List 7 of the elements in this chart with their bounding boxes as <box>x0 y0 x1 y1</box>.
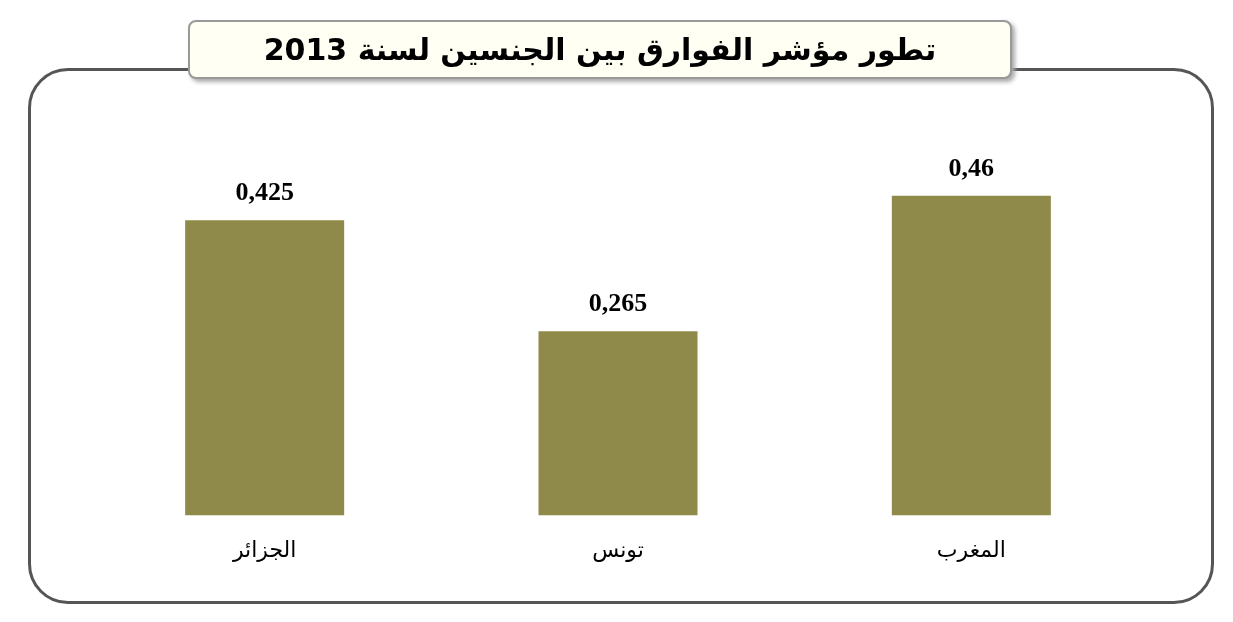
data-label: 0,425 <box>235 176 294 206</box>
x-tick-label: تونس <box>592 536 644 563</box>
x-tick-label: الجزائر <box>231 536 297 562</box>
data-label: 0,265 <box>588 288 648 318</box>
x-tick-label: المغرب <box>936 536 1006 562</box>
chart-title: تطور مؤشر الفوارق بين الجنسين لسنة 2013 <box>188 20 1012 79</box>
data-label: 0,46 <box>948 152 995 182</box>
